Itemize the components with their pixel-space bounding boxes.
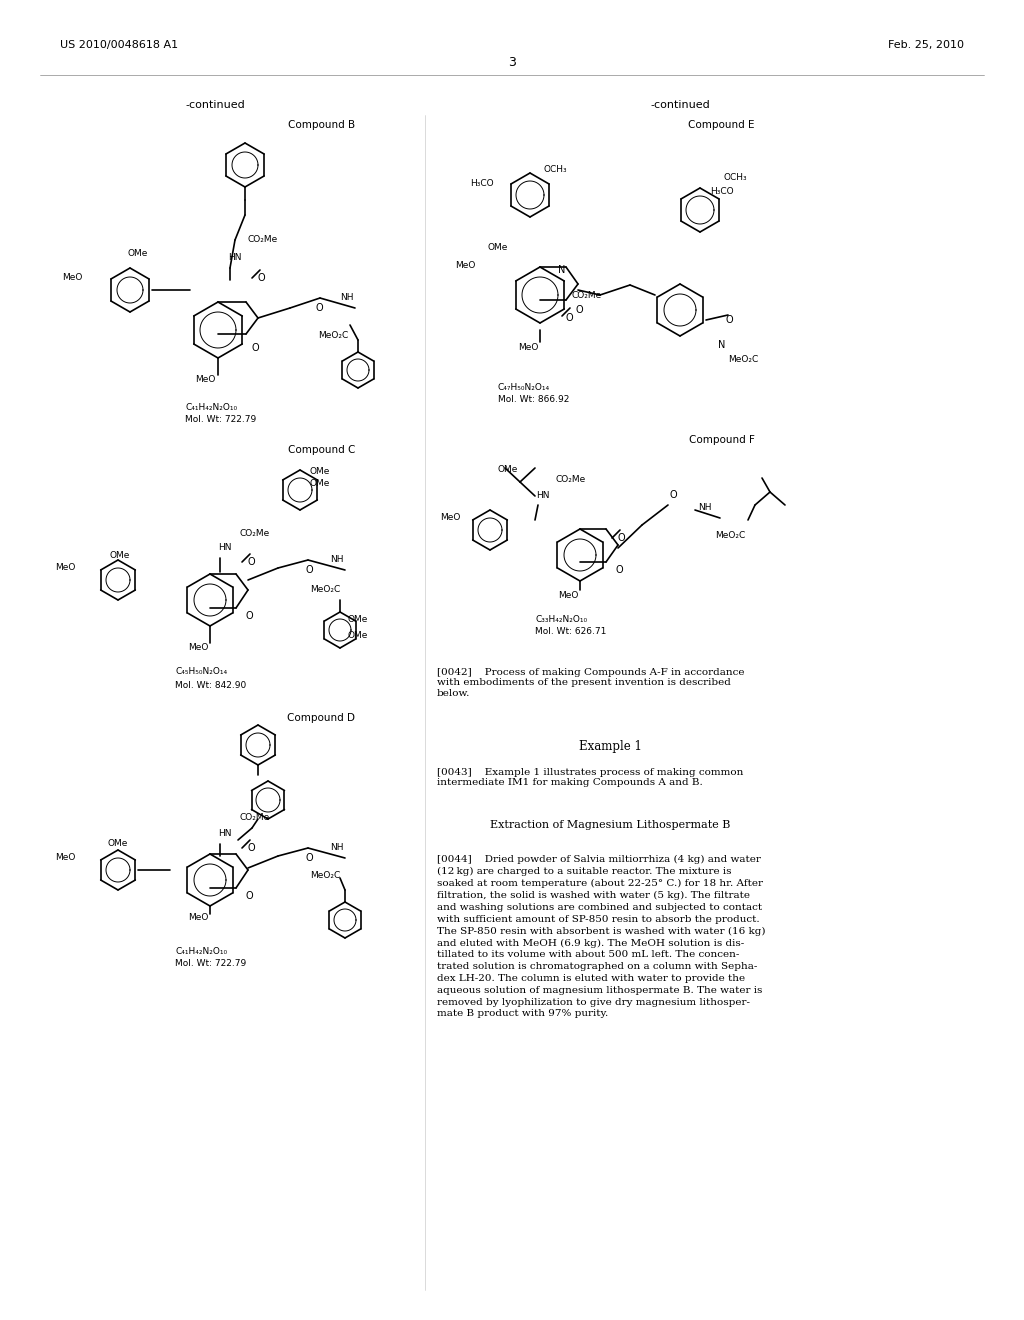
Text: O: O xyxy=(248,843,256,853)
Text: O: O xyxy=(305,565,312,576)
Text: MeO: MeO xyxy=(440,513,461,523)
Text: OCH₃: OCH₃ xyxy=(723,173,746,182)
Text: OMe: OMe xyxy=(487,243,507,252)
Text: H₃CO: H₃CO xyxy=(710,187,733,197)
Text: Mol. Wt: 842.90: Mol. Wt: 842.90 xyxy=(175,681,246,689)
Text: OMe: OMe xyxy=(348,631,369,639)
Text: N: N xyxy=(558,265,565,275)
Text: O: O xyxy=(258,273,265,282)
Text: HN: HN xyxy=(536,491,550,499)
Text: MeO₂C: MeO₂C xyxy=(318,330,348,339)
Text: MeO₂C: MeO₂C xyxy=(715,531,745,540)
Text: OMe: OMe xyxy=(348,615,369,624)
Text: MeO: MeO xyxy=(455,260,475,269)
Text: MeO₂C: MeO₂C xyxy=(310,870,340,879)
Text: OMe: OMe xyxy=(310,467,331,477)
Text: Compound C: Compound C xyxy=(288,445,355,455)
Text: 3: 3 xyxy=(508,55,516,69)
Text: O: O xyxy=(251,343,259,352)
Text: Mol. Wt: 626.71: Mol. Wt: 626.71 xyxy=(535,627,606,636)
Text: O: O xyxy=(305,853,312,863)
Text: C₄₁H₄₂N₂O₁₀: C₄₁H₄₂N₂O₁₀ xyxy=(185,404,238,412)
Text: MeO₂C: MeO₂C xyxy=(728,355,758,364)
Text: MeO₂C: MeO₂C xyxy=(310,586,340,594)
Text: Mol. Wt: 722.79: Mol. Wt: 722.79 xyxy=(185,416,256,425)
Text: O: O xyxy=(248,557,256,568)
Text: O: O xyxy=(615,565,623,576)
Text: O: O xyxy=(245,891,253,902)
Text: NH: NH xyxy=(698,503,712,512)
Text: OMe: OMe xyxy=(127,248,147,257)
Text: NH: NH xyxy=(330,556,343,565)
Text: MeO: MeO xyxy=(187,644,208,652)
Text: HN: HN xyxy=(228,253,242,263)
Text: MeO: MeO xyxy=(195,375,215,384)
Text: -continued: -continued xyxy=(650,100,710,110)
Text: OMe: OMe xyxy=(106,838,127,847)
Text: HN: HN xyxy=(218,544,231,553)
Text: Mol. Wt: 722.79: Mol. Wt: 722.79 xyxy=(175,960,246,969)
Text: Example 1: Example 1 xyxy=(579,741,641,752)
Text: CO₂Me: CO₂Me xyxy=(248,235,279,244)
Text: Compound B: Compound B xyxy=(288,120,355,129)
Text: C₄₅H₅₀N₂O₁₄: C₄₅H₅₀N₂O₁₄ xyxy=(175,668,227,676)
Text: [0042]    Process of making Compounds A-F in accordance
with embodiments of the : [0042] Process of making Compounds A-F i… xyxy=(437,668,744,698)
Text: [0043]    Example 1 illustrates process of making common
intermediate IM1 for ma: [0043] Example 1 illustrates process of … xyxy=(437,768,743,788)
Text: OCH₃: OCH₃ xyxy=(543,165,566,174)
Text: -continued: -continued xyxy=(185,100,245,110)
Text: O: O xyxy=(670,490,678,500)
Text: MeO: MeO xyxy=(518,343,539,352)
Text: O: O xyxy=(726,315,733,325)
Text: C₄₁H₄₂N₂O₁₀: C₄₁H₄₂N₂O₁₀ xyxy=(175,948,227,957)
Text: O: O xyxy=(245,611,253,620)
Text: Mol. Wt: 866.92: Mol. Wt: 866.92 xyxy=(498,396,569,404)
Text: O: O xyxy=(315,304,323,313)
Text: O: O xyxy=(565,313,572,323)
Text: MeO: MeO xyxy=(558,590,579,599)
Text: O: O xyxy=(575,305,583,315)
Text: US 2010/0048618 A1: US 2010/0048618 A1 xyxy=(60,40,178,50)
Text: Compound F: Compound F xyxy=(689,436,755,445)
Text: H₃CO: H₃CO xyxy=(470,178,494,187)
Text: MeO: MeO xyxy=(55,854,76,862)
Text: Feb. 25, 2010: Feb. 25, 2010 xyxy=(888,40,964,50)
Text: C₄₇H₅₀N₂O₁₄: C₄₇H₅₀N₂O₁₄ xyxy=(498,384,550,392)
Text: CO₂Me: CO₂Me xyxy=(556,475,587,484)
Text: Compound E: Compound E xyxy=(688,120,755,129)
Text: N: N xyxy=(718,341,725,350)
Text: OMe: OMe xyxy=(110,550,130,560)
Text: OMe: OMe xyxy=(310,479,331,488)
Text: NH: NH xyxy=(330,843,343,853)
Text: CO₂Me: CO₂Me xyxy=(240,529,270,539)
Text: O: O xyxy=(618,533,626,543)
Text: OMe: OMe xyxy=(498,466,518,474)
Text: MeO: MeO xyxy=(55,564,76,573)
Text: CO₂Me: CO₂Me xyxy=(572,290,602,300)
Text: Extraction of Magnesium Lithospermate B: Extraction of Magnesium Lithospermate B xyxy=(489,820,730,830)
Text: CO₂Me: CO₂Me xyxy=(240,813,270,822)
Text: NH: NH xyxy=(340,293,353,302)
Text: MeO: MeO xyxy=(62,272,82,281)
Text: C₃₃H₄₂N₂O₁₀: C₃₃H₄₂N₂O₁₀ xyxy=(535,615,587,624)
Text: MeO: MeO xyxy=(187,913,208,923)
Text: [0044]    Dried powder of Salvia miltiorrhiza (4 kg) and water
(12 kg) are charg: [0044] Dried powder of Salvia miltiorrhi… xyxy=(437,855,766,1019)
Text: HN: HN xyxy=(218,829,231,838)
Text: Compound D: Compound D xyxy=(287,713,355,723)
